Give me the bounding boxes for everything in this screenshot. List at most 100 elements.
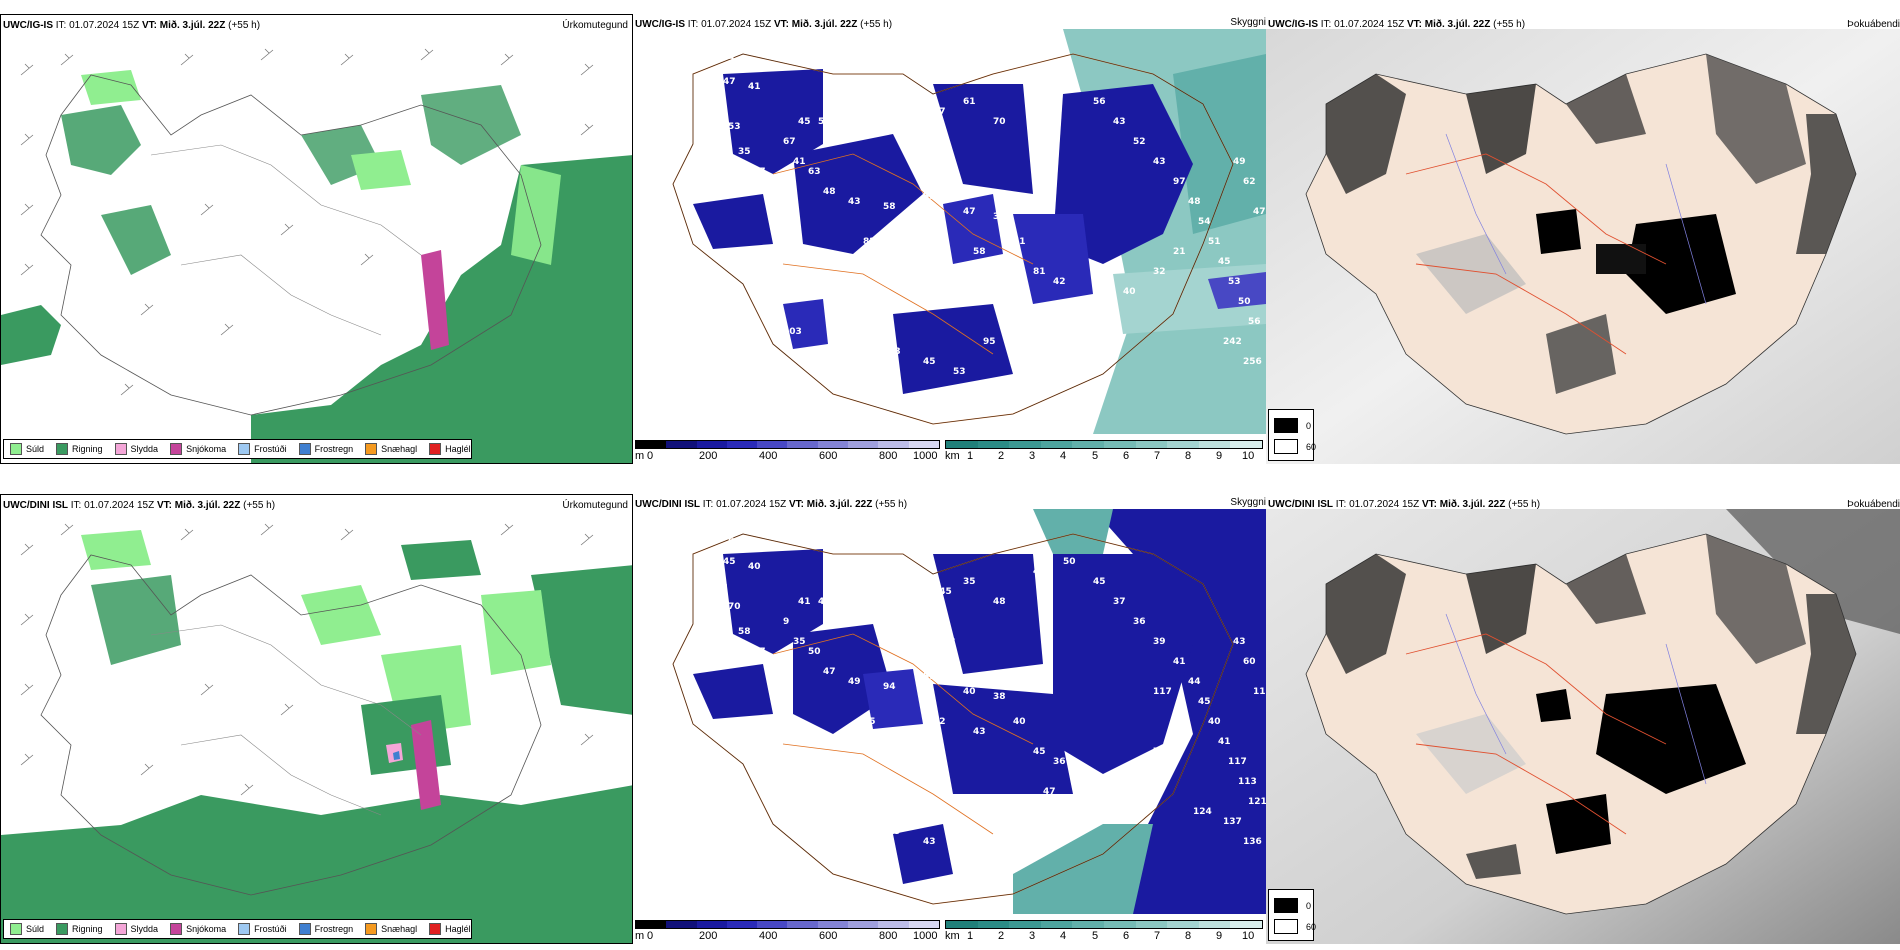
visibility-value-label: 43: [848, 197, 861, 207]
fog-legend-item: 0: [1274, 418, 1311, 433]
visibility-value-label: 82: [863, 237, 876, 247]
swatch: [56, 443, 69, 455]
visibility-value-label: 127: [1173, 727, 1192, 737]
cb-seg: [726, 441, 758, 448]
visibility-value-label: 53: [818, 117, 831, 127]
visibility-value-label: 121: [1248, 797, 1266, 807]
visibility-value-label: 45: [798, 117, 811, 127]
vb-tick: 7: [1154, 450, 1161, 462]
vb-tick: 10: [1242, 930, 1255, 942]
fog-legend-item: 0: [1274, 898, 1311, 913]
cb-seg: [817, 441, 849, 448]
visibility-value-label: 112: [1253, 687, 1266, 697]
visibility-value-label: 81: [1033, 267, 1046, 277]
vb-tick: 10: [1242, 450, 1255, 462]
swatch: [56, 923, 69, 935]
visibility-value-label: 72: [893, 267, 906, 277]
panel-title: Skyggni: [1230, 17, 1266, 28]
visibility-value-label: 36: [1133, 617, 1146, 627]
visibility-panel-igis: UWC/IG-IS IT: 01.07.2024 15Z VT: Mið. 3.…: [633, 14, 1266, 464]
cb-tick: 200: [699, 450, 718, 462]
cb-seg: [908, 441, 939, 448]
vb-seg: [1072, 921, 1104, 928]
panel-title: Skyggni: [1230, 497, 1266, 508]
visibility-value-label: 124: [1193, 807, 1212, 817]
visibility-value-label: 70: [728, 602, 741, 612]
visibility-value-label: 57: [753, 167, 766, 177]
visibility-value-label: 47: [963, 207, 976, 217]
legend-item-rigning: Rigning: [56, 443, 103, 455]
cb-seg: [787, 921, 818, 928]
visibility-value-label: 51: [1013, 237, 1026, 247]
swatch: [365, 443, 378, 455]
vb-seg: [1040, 921, 1073, 928]
swatch: [365, 923, 378, 935]
visibility-value-label: 48: [823, 187, 836, 197]
cb-seg: [757, 441, 788, 448]
vb-tick: 1: [967, 450, 974, 462]
visibility-value-label: 79: [1153, 747, 1166, 757]
swatch: [114, 923, 127, 935]
panel-title: Þokuábendi: [1847, 19, 1900, 30]
cb-tick: 600: [819, 930, 838, 942]
panel-title: Úrkomutegund: [562, 20, 628, 31]
fog-index-panel-igis: UWC/IG-IS IT: 01.07.2024 15Z VT: Mið. 3.…: [1266, 14, 1900, 464]
visibility-value-label: 35: [738, 147, 751, 157]
fog-map-igis: [1266, 29, 1900, 464]
panel-header: UWC/IG-IS IT: 01.07.2024 15Z VT: Mið. 3.…: [3, 20, 261, 31]
visibility-value-label: 45: [1033, 747, 1046, 757]
visibility-value-label: 54: [1198, 217, 1211, 227]
visibility-value-label: 44: [1013, 807, 1026, 817]
visibility-value-label: 39: [1153, 637, 1166, 647]
vb-seg: [1103, 921, 1136, 928]
visibility-value-label: 42: [983, 817, 996, 827]
cb-seg: [666, 441, 697, 448]
cloud-base-colorbar-igis: m 0 200 400 600 800 1000: [635, 440, 940, 464]
visibility-value-label: 40: [1208, 717, 1221, 727]
visibility-value-label: 56: [1248, 317, 1261, 327]
visibility-value-label: 103: [783, 327, 802, 337]
visibility-value-label: 47: [1043, 787, 1056, 797]
fog-index-panel-dini: UWC/DINI ISL IT: 01.07.2024 15Z VT: Mið.…: [1266, 494, 1900, 944]
visibility-value-label: 36: [1053, 757, 1066, 767]
swatch: [10, 923, 22, 935]
visibility-value-label: 66: [1123, 767, 1136, 777]
visibility-value-label: 30: [1013, 327, 1026, 337]
visibility-value-label: 256: [1243, 357, 1262, 367]
legend-item-sud: Súld: [10, 443, 44, 455]
swatch: [1274, 898, 1298, 913]
panel-header: UWC/DINI ISL IT: 01.07.2024 15Z VT: Mið.…: [1268, 499, 1541, 510]
cb-seg: [696, 441, 727, 448]
visibility-value-label: 50: [1033, 87, 1046, 97]
vb-seg: [1009, 441, 1041, 448]
swatch: [10, 443, 22, 455]
visibility-value-label: 58: [883, 202, 896, 212]
visibility-value-label: 53: [728, 122, 741, 132]
visibility-value-label: 145: [933, 587, 952, 597]
visibility-value-label: 45: [723, 557, 736, 567]
fog-legend-item: 60: [1274, 919, 1316, 934]
visibility-value-label: 58: [1063, 77, 1076, 87]
visibility-value-label: 42: [1053, 277, 1066, 287]
vb-tick: 2: [998, 930, 1005, 942]
visibility-value-label: 68: [888, 347, 901, 357]
vb-tick: 6: [1123, 930, 1130, 942]
visibility-colorbar-igis: km 1 2 3 4 5 6 7 8 9 10: [945, 440, 1263, 464]
vb-seg: [1009, 921, 1041, 928]
visibility-value-label: 53: [923, 192, 936, 202]
visibility-value-label: 55: [863, 717, 876, 727]
vb-seg: [977, 921, 1010, 928]
legend-item-snaehagl: Snæhagl: [365, 443, 417, 455]
visibility-value-label: 52: [943, 637, 956, 647]
vb-seg: [1135, 441, 1168, 448]
vb-tick: 3: [1029, 930, 1036, 942]
vb-unit: km: [945, 450, 960, 462]
visibility-value-label: 43: [1153, 157, 1166, 167]
swatch: [170, 923, 183, 935]
vb-seg: [1135, 921, 1168, 928]
visibility-value-label: 53: [1228, 277, 1241, 287]
visibility-value-label: 44: [818, 597, 831, 607]
cb-seg: [848, 441, 879, 448]
visibility-value-label: 56: [1093, 97, 1106, 107]
